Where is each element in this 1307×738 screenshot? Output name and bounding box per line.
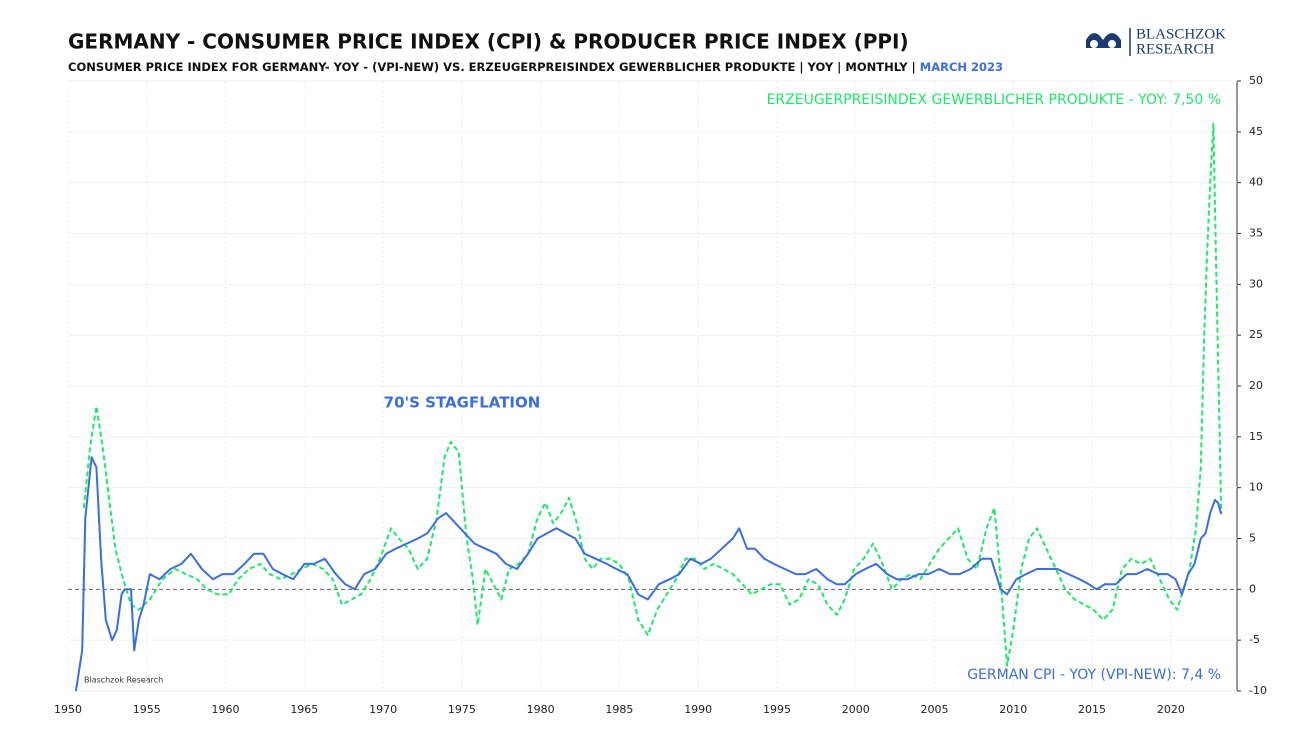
x-tick-label: 1950 <box>54 703 82 716</box>
y-tick-label: 30 <box>1249 277 1263 290</box>
y-tick-label: -5 <box>1249 633 1260 646</box>
subtitle-text: CONSUMER PRICE INDEX FOR GERMANY- YOY - … <box>68 60 916 74</box>
x-tick-label: 1965 <box>290 703 318 716</box>
watermark: Blaschzok Research <box>84 676 163 685</box>
y-tick-label: 10 <box>1249 481 1263 494</box>
logo-icon-detail <box>1108 40 1116 48</box>
x-tick-label: 1980 <box>527 703 555 716</box>
x-tick-label: 1995 <box>763 703 791 716</box>
x-tick-label: 1955 <box>133 703 161 716</box>
x-tick-label: 2015 <box>1078 703 1106 716</box>
x-tick-label: 1990 <box>684 703 712 716</box>
y-tick-label: -10 <box>1249 684 1267 697</box>
x-tick-label: 2005 <box>921 703 949 716</box>
x-tick-label: 1970 <box>369 703 397 716</box>
y-tick-label: 35 <box>1249 227 1263 240</box>
chart-subtitle: CONSUMER PRICE INDEX FOR GERMANY- YOY - … <box>68 60 1003 74</box>
y-tick-label: 50 <box>1249 74 1263 87</box>
legend-entry: ERZEUGERPREISINDEX GEWERBLICHER PRODUKTE… <box>767 92 1221 108</box>
y-tick-label: 45 <box>1249 125 1263 138</box>
x-tick-label: 1985 <box>605 703 633 716</box>
series-line <box>82 122 1223 667</box>
series-line <box>74 456 1223 692</box>
y-tick-label: 25 <box>1249 328 1263 341</box>
x-tick-label: 2020 <box>1157 703 1185 716</box>
annotation: 70'S STAGFLATION <box>384 394 541 412</box>
x-tick-label: 1975 <box>448 703 476 716</box>
logo: BLASCHZOK RESEARCH <box>1086 26 1226 57</box>
chart-title: GERMANY - CONSUMER PRICE INDEX (CPI) & P… <box>68 30 909 54</box>
logo-icon-detail <box>1090 40 1098 48</box>
y-tick-label: 0 <box>1249 582 1256 595</box>
x-tick-label: 2010 <box>999 703 1027 716</box>
legend-entry: GERMAN CPI - YOY (VPI-NEW): 7,4 % <box>967 667 1221 683</box>
x-tick-label: 1960 <box>212 703 240 716</box>
logo-text: BLASCHZOK <box>1136 26 1226 42</box>
date-label: MARCH 2023 <box>920 60 1003 74</box>
x-tick-label: 2000 <box>842 703 870 716</box>
logo-text: RESEARCH <box>1136 41 1215 57</box>
y-tick-label: 40 <box>1249 176 1263 189</box>
y-tick-label: 20 <box>1249 379 1263 392</box>
y-tick-label: 15 <box>1249 430 1263 443</box>
y-tick-label: 5 <box>1249 532 1256 545</box>
